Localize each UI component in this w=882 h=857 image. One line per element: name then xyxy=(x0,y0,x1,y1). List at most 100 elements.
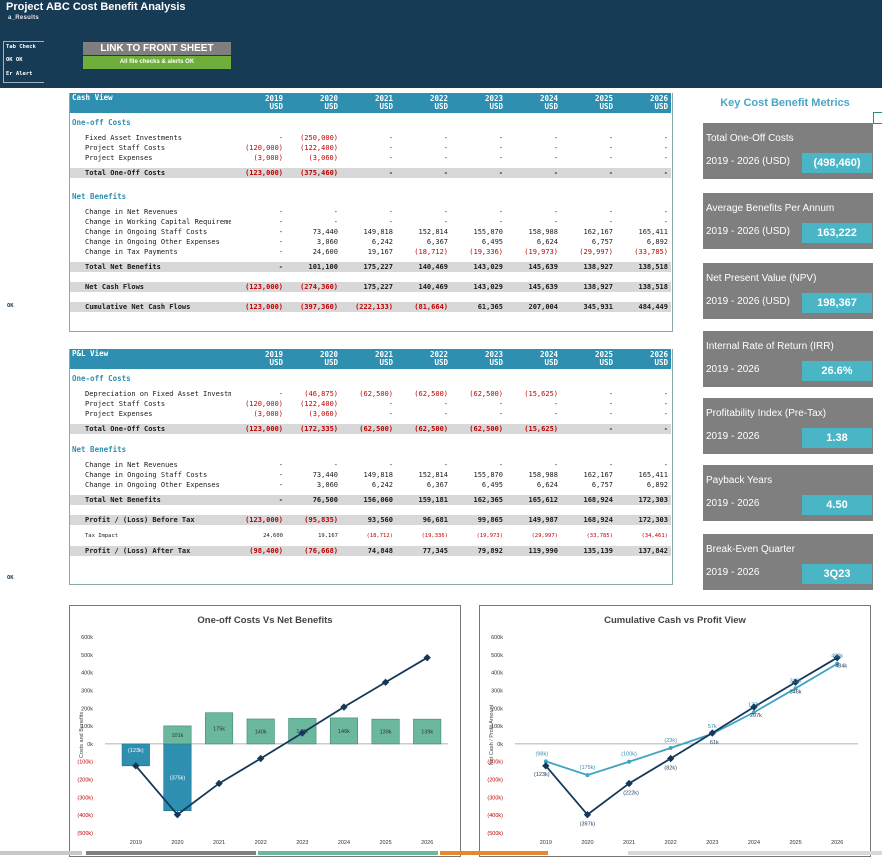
metric-period: 2019 - 2026 (USD) xyxy=(706,156,790,167)
value-cell: 140,469 xyxy=(396,262,451,272)
year-header: 2022 USD xyxy=(396,93,451,113)
value-cell: (19,973) xyxy=(476,533,504,539)
row-label: Total Net Benefits xyxy=(69,262,231,272)
chart-costs-vs-benefits-plot: 600k 500k 400k 300k 200k 100k 0k (100k) (200k) (3… xyxy=(77,635,448,846)
value-cell: 149,818 xyxy=(363,471,393,479)
benefit-bar-label: 139k xyxy=(380,730,392,736)
profit-data-label: 450k xyxy=(831,654,843,660)
metric-value: 3Q23 xyxy=(802,564,872,584)
y-tick-label: 100k xyxy=(491,724,503,730)
value-cell: - xyxy=(451,168,506,178)
profit-data-label: (175k) xyxy=(580,765,596,771)
total-row: Total One-Off Costs (123,000) (375,460) - - -… xyxy=(69,168,671,178)
value-cell: - xyxy=(443,134,448,142)
cumulative-marker xyxy=(423,653,431,662)
x-tick-label: 2021 xyxy=(213,840,225,846)
profit-marker xyxy=(627,759,632,764)
currency-label: USD xyxy=(379,358,393,367)
sheet-tabs-strip[interactable] xyxy=(0,851,882,855)
year-label: 2019 xyxy=(264,350,283,359)
table-header-row: Cash View 2019 USD 2020 USD 2021 USD 2022 USD 202… xyxy=(69,93,671,113)
value-cell: 143,029 xyxy=(451,262,506,272)
row-label: Total One-Off Costs xyxy=(69,168,231,178)
value-cell: - xyxy=(498,461,503,469)
value-cell: 172,303 xyxy=(616,515,671,525)
currency-label: USD xyxy=(544,102,558,111)
row-label: Change in Working Capital Requirements xyxy=(85,218,231,226)
value-cell: 74,848 xyxy=(341,546,396,556)
section-title: One-off Costs xyxy=(72,118,131,127)
metric-card: Total One-Off Costs 2019 - 2026 (USD) (498… xyxy=(703,123,873,179)
profit-line xyxy=(545,662,838,777)
x-tick-label: 2019 xyxy=(130,840,142,846)
value-cell: 152,814 xyxy=(418,471,448,479)
line-item-row: Project Staff Costs (120,000) (122,400) - - -… xyxy=(69,399,671,409)
check-status: OK OK xyxy=(6,57,23,63)
value-cell: - xyxy=(498,400,503,408)
metric-name: Internal Rate of Return (IRR) xyxy=(706,341,834,352)
value-cell: 6,624 xyxy=(536,481,558,489)
value-cell: 6,367 xyxy=(426,481,448,489)
value-cell: - xyxy=(608,410,613,418)
cash-line xyxy=(545,656,838,816)
value-cell: - xyxy=(443,461,448,469)
y-tick-label: (100k) xyxy=(487,760,503,766)
checks-status-button[interactable]: All file checks & alerts OK xyxy=(83,56,231,69)
table-title: Cash View xyxy=(69,93,231,113)
value-cell: - xyxy=(553,218,558,226)
value-cell: (274,360) xyxy=(286,282,341,292)
x-tick-label: 2023 xyxy=(296,840,308,846)
value-cell: 6,624 xyxy=(536,238,558,246)
y-tick-label: 0k xyxy=(87,742,93,748)
metric-name: Total One-Off Costs xyxy=(706,133,794,144)
benefit-bar xyxy=(371,718,400,745)
profit-data-label: 57k xyxy=(708,724,717,730)
cash-data-label: (82k) xyxy=(664,766,677,772)
value-cell: - xyxy=(443,154,448,162)
currency-label: USD xyxy=(654,102,668,111)
value-cell: (122,400) xyxy=(300,400,338,408)
value-cell: - xyxy=(608,390,613,398)
value-cell: - xyxy=(553,134,558,142)
value-cell: - xyxy=(498,134,503,142)
value-cell: (3,000) xyxy=(253,410,283,418)
currency-label: USD xyxy=(324,102,338,111)
link-front-sheet-button[interactable]: LINK TO FRONT SHEET xyxy=(83,42,231,55)
x-tick-label: 2022 xyxy=(255,840,267,846)
value-cell: (62,500) xyxy=(359,390,393,398)
spacer-row xyxy=(69,178,671,187)
y-tick-label: 500k xyxy=(491,653,503,659)
value-cell: 156,060 xyxy=(341,495,396,505)
y-tick-label: (400k) xyxy=(487,813,503,819)
value-cell: - xyxy=(278,218,283,226)
row-label: Change in Tax Payments xyxy=(85,248,178,256)
value-cell: - xyxy=(388,134,393,142)
value-cell: (33,785) xyxy=(586,533,614,539)
value-cell: - xyxy=(443,144,448,152)
value-cell: - xyxy=(278,134,283,142)
x-tick-label: 2020 xyxy=(581,840,593,846)
currency-label: USD xyxy=(599,358,613,367)
currency-label: USD xyxy=(599,102,613,111)
value-cell: - xyxy=(498,208,503,216)
row-label: Cumulative Net Cash Flows xyxy=(69,302,231,312)
value-cell: - xyxy=(663,208,668,216)
value-cell: 345,931 xyxy=(561,302,616,312)
value-cell: (19,973) xyxy=(524,248,558,256)
spacer-row xyxy=(69,272,671,282)
chart-cumulative-cash-profit-plot: 600k 500k 400k 300k 200k 100k 0k (100k) (200k) (3… xyxy=(487,635,858,846)
value-cell: - xyxy=(443,208,448,216)
value-cell: 162,365 xyxy=(451,495,506,505)
year-header: 2024 USD xyxy=(506,93,561,113)
y-tick-label: (200k) xyxy=(487,778,503,784)
profit-marker xyxy=(585,773,590,778)
value-cell: (120,000) xyxy=(245,144,283,152)
cash-data-label: 346k xyxy=(790,689,802,695)
y-tick-label: 200k xyxy=(491,706,503,712)
metric-card: Internal Rate of Return (IRR) 2019 - 2026… xyxy=(703,331,873,387)
row-label: Change in Ongoing Other Expenses xyxy=(85,238,220,246)
value-cell: (29,997) xyxy=(579,248,613,256)
value-cell: (250,000) xyxy=(300,134,338,142)
value-cell: 155,870 xyxy=(473,471,503,479)
value-cell: 135,139 xyxy=(561,546,616,556)
